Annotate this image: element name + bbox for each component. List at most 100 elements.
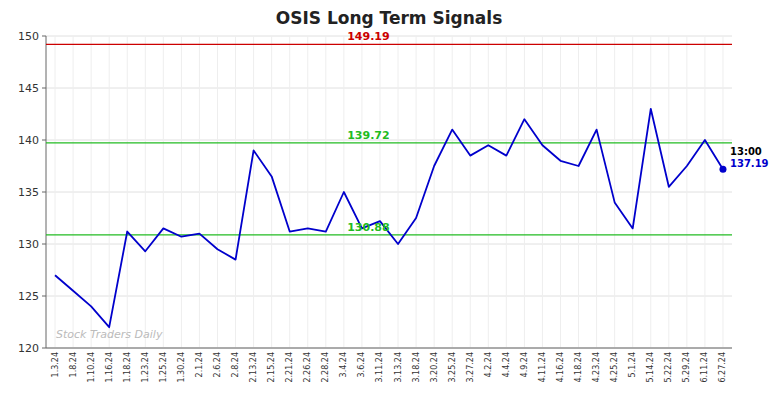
- tick-label-y: 125: [18, 290, 39, 303]
- tick-y: [42, 192, 46, 193]
- grid-line-x: [416, 36, 417, 348]
- axis-line-x: [46, 348, 732, 349]
- tick-label-x: 2.26.24: [303, 352, 312, 383]
- grid-line-x: [325, 36, 326, 348]
- tick-label-x: 4.2.24: [484, 352, 493, 377]
- grid-line-y: [46, 244, 732, 245]
- tick-label-x: 1.23.24: [141, 352, 150, 383]
- grid-line-x: [307, 36, 308, 348]
- grid-line-x: [686, 36, 687, 348]
- grid-line-x: [506, 36, 507, 348]
- tick-label-x: 5.1.24: [628, 352, 637, 377]
- tick-label-x: 2.6.24: [213, 352, 222, 377]
- grid-line-x: [163, 36, 164, 348]
- tick-y: [42, 36, 46, 37]
- grid-line-x: [434, 36, 435, 348]
- tick-label-y: 130: [18, 238, 39, 251]
- tick-label-x: 6.11.24: [700, 352, 709, 383]
- tick-label-x: 1.3.24: [51, 352, 60, 377]
- reference-label: 130.88: [347, 221, 389, 234]
- reference-line: [46, 142, 732, 143]
- grid-line-y: [46, 88, 732, 89]
- grid-line-x: [361, 36, 362, 348]
- grid-line-x: [379, 36, 380, 348]
- grid-line-x: [289, 36, 290, 348]
- tick-label-y: 120: [18, 342, 39, 355]
- grid-line-y: [46, 348, 732, 349]
- tick-y: [42, 296, 46, 297]
- tick-label-x: 3.25.24: [448, 352, 457, 383]
- grid-line-x: [488, 36, 489, 348]
- watermark: Stock Traders Daily: [56, 328, 163, 341]
- last-point: [719, 166, 726, 173]
- grid-line-x: [55, 36, 56, 348]
- tick-label-x: 4.4.24: [502, 352, 511, 377]
- tick-label-x: 4.16.24: [556, 352, 565, 383]
- title: OSIS Long Term Signals: [276, 8, 503, 28]
- tick-y: [42, 88, 46, 89]
- tick-label-x: 4.23.24: [592, 352, 601, 383]
- tick-label-y: 135: [18, 186, 39, 199]
- grid-line-x: [560, 36, 561, 348]
- tick-label-x: 3.6.24: [357, 352, 366, 377]
- grid-line-x: [217, 36, 218, 348]
- reference-line: [46, 44, 732, 45]
- tick-y: [42, 244, 46, 245]
- tick-label-y: 150: [18, 30, 39, 43]
- grid: [46, 36, 732, 348]
- grid-line-x: [650, 36, 651, 348]
- tick-label-x: 2.15.24: [267, 352, 276, 383]
- last-time-label: 13:00: [730, 146, 762, 157]
- tick-label-x: 3.13.24: [394, 352, 403, 383]
- grid-line-x: [398, 36, 399, 348]
- tick-label-x: 3.4.24: [339, 352, 348, 377]
- grid-line-x: [452, 36, 453, 348]
- tick-label-x: 1.25.24: [159, 352, 168, 383]
- grid-line-y: [46, 296, 732, 297]
- reference-line: [46, 234, 732, 235]
- tick-label-x: 4.18.24: [574, 352, 583, 383]
- grid-line-x: [524, 36, 525, 348]
- tick-label-x: 1.16.24: [105, 352, 114, 383]
- tick-label-x: 3.20.24: [430, 352, 439, 383]
- tick-label-x: 3.27.24: [466, 352, 475, 383]
- grid-line-x: [199, 36, 200, 348]
- reference-label: 139.72: [347, 129, 389, 142]
- price-line: [55, 109, 723, 327]
- grid-line-x: [109, 36, 110, 348]
- tick-label-x: 2.28.24: [321, 352, 330, 383]
- grid-line-x: [235, 36, 236, 348]
- tick-label-x: 3.18.24: [412, 352, 421, 383]
- grid-line-x: [253, 36, 254, 348]
- axis-line-y: [46, 36, 47, 348]
- grid-line-x: [271, 36, 272, 348]
- tick-y: [42, 348, 46, 349]
- grid-line-x: [127, 36, 128, 348]
- grid-line-x: [91, 36, 92, 348]
- x-axis: 1.3.241.8.241.10.241.16.241.18.241.23.24…: [46, 348, 732, 383]
- y-axis: 120 125 130 135 140 145 150: [18, 30, 46, 355]
- tick-label-x: 5.29.24: [682, 352, 691, 383]
- tick-label-x: 3.11.24: [375, 352, 384, 383]
- tick-label-x: 5.14.24: [646, 352, 655, 383]
- tick-label-x: 4.25.24: [610, 352, 619, 383]
- plot: [46, 44, 732, 327]
- grid-line-x: [614, 36, 615, 348]
- tick-label-x: 1.18.24: [123, 352, 132, 383]
- grid-line-x: [542, 36, 543, 348]
- tick-label-x: 1.8.24: [69, 352, 78, 377]
- tick-label-y: 140: [18, 134, 39, 147]
- tick-label-x: 4.11.24: [538, 352, 547, 383]
- tick-label-x: 2.8.24: [231, 352, 240, 377]
- grid-line-x: [704, 36, 705, 348]
- tick-label-y: 145: [18, 82, 39, 95]
- grid-line-x: [145, 36, 146, 348]
- tick-label-x: 5.22.24: [664, 352, 673, 383]
- tick-label-x: 4.9.24: [520, 352, 529, 377]
- last-price-label: 137.19: [730, 158, 769, 169]
- grid-line-x: [668, 36, 669, 348]
- grid-line-x: [578, 36, 579, 348]
- tick-label-x: 2.1.24: [195, 352, 204, 377]
- chart: OSIS Long Term Signals 120 125 130 135 140 145…: [0, 0, 784, 398]
- grid-line-x: [632, 36, 633, 348]
